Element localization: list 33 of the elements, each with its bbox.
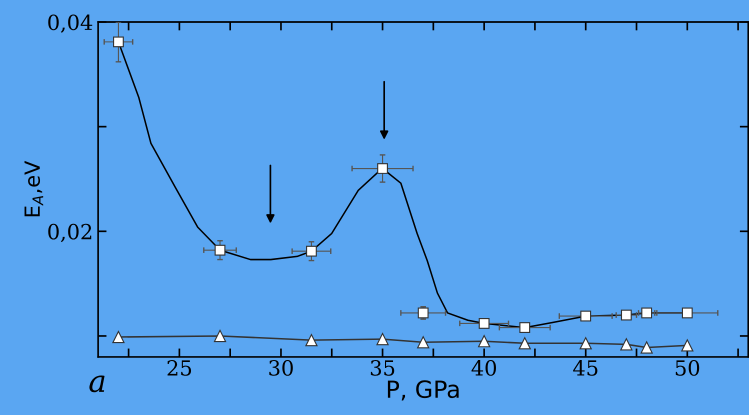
point <box>306 246 317 257</box>
x-tick-label: 35 <box>370 360 394 376</box>
point <box>478 318 490 329</box>
point <box>417 336 430 348</box>
text: a <box>89 376 105 392</box>
point <box>478 335 490 348</box>
point <box>641 308 652 318</box>
point <box>620 338 632 350</box>
point <box>519 322 530 334</box>
y-tick-label: 0,04 <box>48 14 92 33</box>
y-axis-title: E$_{A}$,eV <box>24 160 44 216</box>
point <box>305 334 318 346</box>
x-tick-label: 45 <box>573 360 598 376</box>
x-axis-title: P, GPa <box>388 380 459 401</box>
point <box>112 330 125 344</box>
point <box>640 341 653 354</box>
point <box>377 163 388 174</box>
y-tick-label: 0,02 <box>48 224 92 242</box>
x-tick-label: 50 <box>676 360 700 376</box>
point <box>580 337 592 350</box>
point <box>418 308 429 318</box>
point <box>620 310 632 320</box>
x-tick-label: 40 <box>472 360 496 376</box>
point <box>681 339 694 352</box>
point <box>376 333 389 346</box>
point <box>580 310 592 322</box>
x-tick-label: 30 <box>269 360 293 376</box>
point <box>214 330 226 342</box>
point <box>113 36 124 48</box>
point <box>682 308 693 318</box>
point <box>518 337 531 350</box>
point <box>214 244 226 256</box>
x-tick-label: 25 <box>168 360 192 376</box>
